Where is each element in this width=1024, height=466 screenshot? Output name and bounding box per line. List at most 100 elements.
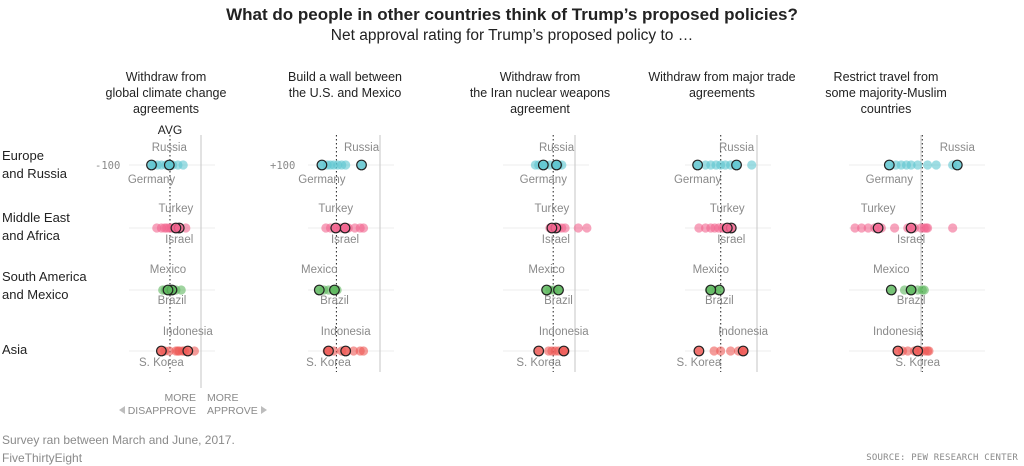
region-label: Europe: [2, 148, 44, 163]
country-dot: [358, 223, 369, 233]
country-label: Germany: [866, 174, 914, 186]
country-label: Germany: [520, 174, 568, 186]
country-label: S. Korea: [516, 357, 561, 369]
highlighted-country-dot: [558, 345, 570, 357]
country-label: Indonesia: [718, 326, 768, 338]
country-label: Brazil: [897, 295, 926, 307]
country-label: Russia: [539, 142, 575, 154]
tick-label: +100: [270, 160, 295, 172]
country-label: Germany: [298, 174, 346, 186]
region-label: and Russia: [2, 166, 68, 181]
country-dot: [349, 346, 359, 356]
country-label: Israel: [542, 234, 570, 246]
highlighted-country-dot: [182, 345, 194, 357]
region-label: and Mexico: [2, 287, 68, 302]
highlighted-country-dot: [541, 284, 553, 296]
highlighted-country-dot: [905, 222, 917, 234]
highlighted-country-dot: [323, 345, 334, 357]
country-dot: [857, 223, 867, 233]
country-dot: [890, 223, 900, 233]
panel-title: the U.S. and Mexico: [289, 86, 402, 100]
country-label: Turkey: [535, 203, 570, 215]
region-label: Asia: [2, 342, 28, 357]
country-dot: [850, 223, 860, 233]
highlighted-country-dot: [356, 159, 367, 171]
panel-title: Withdraw from major trade: [648, 70, 795, 84]
country-label: Russia: [152, 142, 188, 154]
country-dot: [931, 160, 941, 170]
country-dot: [923, 160, 933, 170]
country-dot: [164, 346, 174, 356]
country-label: Brazil: [705, 295, 734, 307]
country-label: Israel: [897, 234, 925, 246]
country-label: Indonesia: [321, 326, 371, 338]
country-dot: [176, 285, 186, 295]
highlighted-country-dot: [912, 345, 924, 357]
country-label: Brazil: [158, 295, 187, 307]
panel-title: agreements: [133, 102, 199, 116]
highlighted-country-dot: [885, 284, 897, 296]
highlighted-country-dot: [883, 159, 895, 171]
highlighted-country-dot: [163, 159, 175, 171]
country-label: Russia: [940, 142, 976, 154]
country-dot: [906, 160, 916, 170]
country-label: Mexico: [301, 264, 337, 276]
highlighted-country-dot: [892, 345, 904, 357]
highlighted-country-dot: [329, 284, 340, 296]
country-dot: [948, 223, 958, 233]
panel-title: agreement: [510, 102, 570, 116]
footnote: Survey ran between March and June, 2017.: [2, 433, 235, 447]
highlighted-country-dot: [330, 222, 342, 234]
country-label: S. Korea: [139, 357, 184, 369]
country-label: Russia: [719, 142, 755, 154]
direction-label: APPROVE: [207, 405, 258, 417]
country-label: Indonesia: [539, 326, 589, 338]
country-dot: [178, 160, 188, 170]
region-label: South America: [2, 269, 87, 284]
country-label: Germany: [128, 174, 176, 186]
country-dot: [573, 223, 583, 233]
highlighted-country-dot: [731, 159, 742, 171]
country-dot: [560, 223, 570, 233]
country-label: Turkey: [159, 203, 194, 215]
highlighted-country-dot: [721, 222, 733, 234]
highlighted-country-dot: [316, 159, 328, 171]
panel-title: Withdraw from: [500, 70, 581, 84]
country-label: Turkey: [710, 203, 745, 215]
avg-label: AVG: [158, 123, 182, 137]
panel-title: Withdraw from: [126, 70, 207, 84]
panel-title: the Iran nuclear weapons: [470, 86, 610, 100]
source-note: SOURCE: PEW RESEARCH CENTER: [866, 453, 1018, 463]
country-dot: [709, 346, 719, 356]
country-label: Turkey: [861, 203, 896, 215]
country-dot: [923, 223, 933, 233]
highlighted-country-dot: [905, 284, 917, 296]
panel-title: global climate change: [106, 86, 227, 100]
country-label: Brazil: [320, 295, 349, 307]
country-label: Indonesia: [163, 326, 213, 338]
highlighted-country-dot: [339, 222, 351, 234]
country-dot: [924, 346, 934, 356]
country-label: Israel: [717, 234, 745, 246]
country-label: Indonesia: [873, 326, 923, 338]
left-arrow-icon: [119, 406, 125, 414]
panel-title: Build a wall between: [288, 70, 402, 84]
highlighted-country-dot: [951, 159, 963, 171]
highlighted-country-dot: [146, 159, 157, 171]
credit: FiveThirtyEight: [2, 451, 83, 465]
highlighted-country-dot: [553, 284, 564, 296]
highlighted-country-dot: [533, 345, 545, 357]
direction-label: DISAPPROVE: [128, 405, 196, 417]
chart-subtitle: Net approval rating for Trump’s proposed…: [330, 27, 694, 44]
highlighted-country-dot: [546, 222, 558, 234]
chart-title: What do people in other countries think …: [226, 5, 798, 24]
right-arrow-icon: [261, 406, 267, 414]
direction-label: MORE: [207, 392, 239, 404]
highlighted-country-dot: [155, 345, 167, 357]
region-label: Middle East: [2, 210, 70, 225]
country-dot: [341, 160, 351, 170]
country-label: Mexico: [873, 264, 909, 276]
highlighted-country-dot: [537, 159, 549, 171]
country-dot: [726, 346, 736, 356]
